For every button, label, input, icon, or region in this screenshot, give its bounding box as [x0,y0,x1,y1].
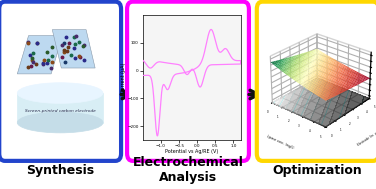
Text: Synthesis: Synthesis [26,164,94,177]
X-axis label: Lipase conc. (mg/L): Lipase conc. (mg/L) [267,134,295,150]
Text: Optimization: Optimization [273,164,362,177]
Y-axis label: Electrode (in. µm): Electrode (in. µm) [356,129,376,147]
Polygon shape [52,30,95,68]
Ellipse shape [17,83,103,103]
Text: Electrochemical
Analysis: Electrochemical Analysis [133,156,243,184]
Text: Screen-printed carbon electrode: Screen-printed carbon electrode [25,109,96,113]
Y-axis label: Current (µA): Current (µA) [121,62,126,93]
FancyBboxPatch shape [257,2,376,161]
Bar [17,93,103,122]
Ellipse shape [17,112,103,133]
Polygon shape [17,36,62,74]
FancyBboxPatch shape [127,2,249,161]
FancyBboxPatch shape [0,2,121,161]
X-axis label: Potential vs Ag/RE (V): Potential vs Ag/RE (V) [165,149,218,154]
